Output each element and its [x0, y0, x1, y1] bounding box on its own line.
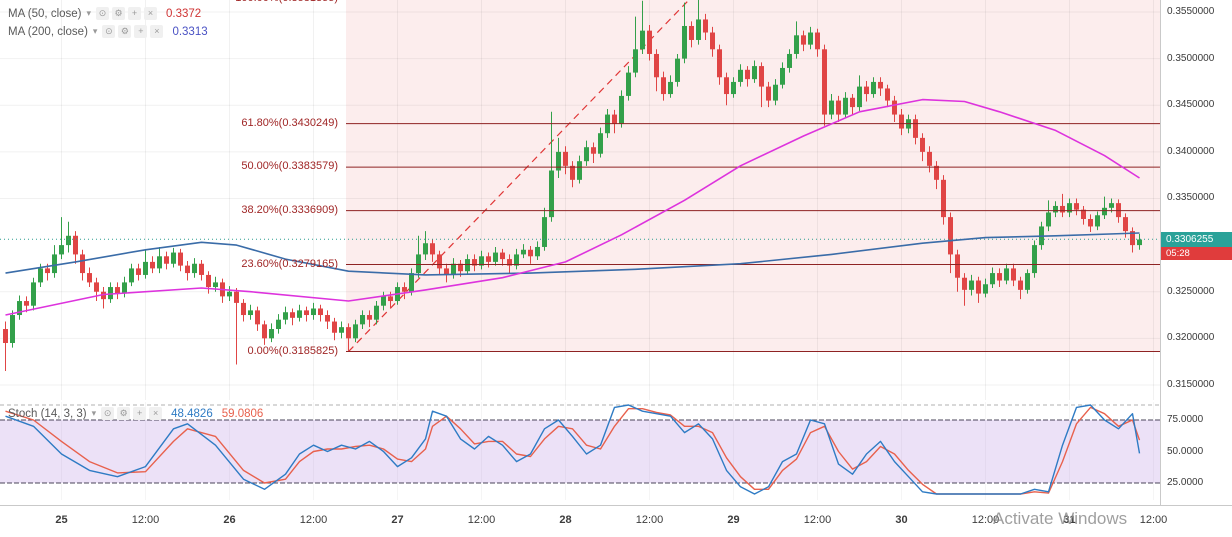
- activate-windows-watermark: Activate Windows: [993, 509, 1128, 528]
- time-axis-label: 31: [1063, 514, 1076, 526]
- time-axis-label: 25: [55, 514, 68, 526]
- time-axis-label: 30: [895, 514, 908, 526]
- stoch-axis-label: 50.0000: [1167, 445, 1204, 457]
- ma50-legend-row: MA (50, close) ▾ ⊙ ⚙ + × 0.3372: [8, 7, 201, 20]
- price-axis-label: 0.3150000: [1167, 378, 1215, 390]
- stoch-axis-label: 25.0000: [1167, 477, 1204, 488]
- stoch-k-value: 48.4826: [171, 407, 213, 420]
- price-axis[interactable]: 0.3306255 05:28 0.3550000 0.3500000 0.3450…: [1160, 0, 1232, 537]
- chevron-down-icon[interactable]: ▾: [86, 8, 92, 18]
- gear-icon[interactable]: ⚙: [112, 7, 126, 20]
- plus-icon[interactable]: +: [134, 25, 148, 38]
- close-icon[interactable]: ×: [149, 407, 163, 420]
- gear-icon[interactable]: ⚙: [118, 25, 132, 38]
- ma200-legend-row: MA (200, close) ▾ ⊙ ⚙ + × 0.3313: [8, 25, 208, 38]
- bar-countdown-tag: 05:28: [1161, 246, 1232, 260]
- close-icon[interactable]: ×: [144, 7, 158, 20]
- ma200-label[interactable]: MA (200, close): [8, 25, 88, 38]
- close-icon[interactable]: ×: [150, 25, 164, 38]
- price-axis-label: 0.3200000: [1167, 332, 1215, 344]
- chevron-down-icon[interactable]: ▾: [92, 26, 98, 36]
- stoch-d-value: 59.0806: [221, 407, 264, 420]
- main-chart-canvas[interactable]: [0, 0, 1160, 400]
- time-axis-label: 12:00: [299, 514, 328, 526]
- eye-icon[interactable]: ⊙: [102, 25, 116, 38]
- time-axis-label: 29: [727, 514, 740, 526]
- time-axis-label: 12:00: [1139, 514, 1168, 526]
- price-axis-label: 0.3250000: [1167, 285, 1215, 297]
- current-price-tag: 0.3306255: [1161, 231, 1232, 247]
- time-axis[interactable]: 25 12:00 26 12:00 27 12:00 28 12:00 29 12:00 30 12:…: [0, 505, 1232, 537]
- price-axis-label: 0.3400000: [1167, 145, 1215, 157]
- time-axis-label: 26: [223, 514, 236, 526]
- time-axis-label: 12:00: [635, 514, 664, 526]
- eye-icon[interactable]: ⊙: [96, 7, 110, 20]
- ma50-label[interactable]: MA (50, close): [8, 7, 82, 20]
- price-axis-label: 0.3450000: [1167, 99, 1215, 111]
- stoch-legend-row: Stoch (14, 3, 3) ▾ ⊙ ⚙ + × 48.4826 59.08…: [8, 407, 263, 420]
- time-axis-label: 12:00: [803, 514, 832, 526]
- price-axis-label: 0.3500000: [1167, 52, 1215, 64]
- price-axis-label: 0.3350000: [1167, 192, 1215, 204]
- stoch-label[interactable]: Stoch (14, 3, 3): [8, 407, 87, 420]
- stoch-axis-label: 75.0000: [1167, 414, 1204, 425]
- time-axis-label: 28: [559, 514, 572, 526]
- ma50-value: 0.3372: [166, 7, 202, 20]
- plus-icon[interactable]: +: [128, 7, 142, 20]
- time-axis-label: 12:00: [971, 514, 1000, 526]
- time-axis-label: 12:00: [467, 514, 496, 526]
- chevron-down-icon[interactable]: ▾: [91, 408, 97, 418]
- gear-icon[interactable]: ⚙: [117, 407, 131, 420]
- eye-icon[interactable]: ⊙: [101, 407, 115, 420]
- time-axis-label: 12:00: [131, 514, 160, 526]
- time-axis-label: 27: [391, 514, 404, 526]
- plus-icon[interactable]: +: [133, 407, 147, 420]
- ma200-value: 0.3313: [172, 25, 208, 38]
- price-axis-label: 0.3550000: [1167, 6, 1215, 17]
